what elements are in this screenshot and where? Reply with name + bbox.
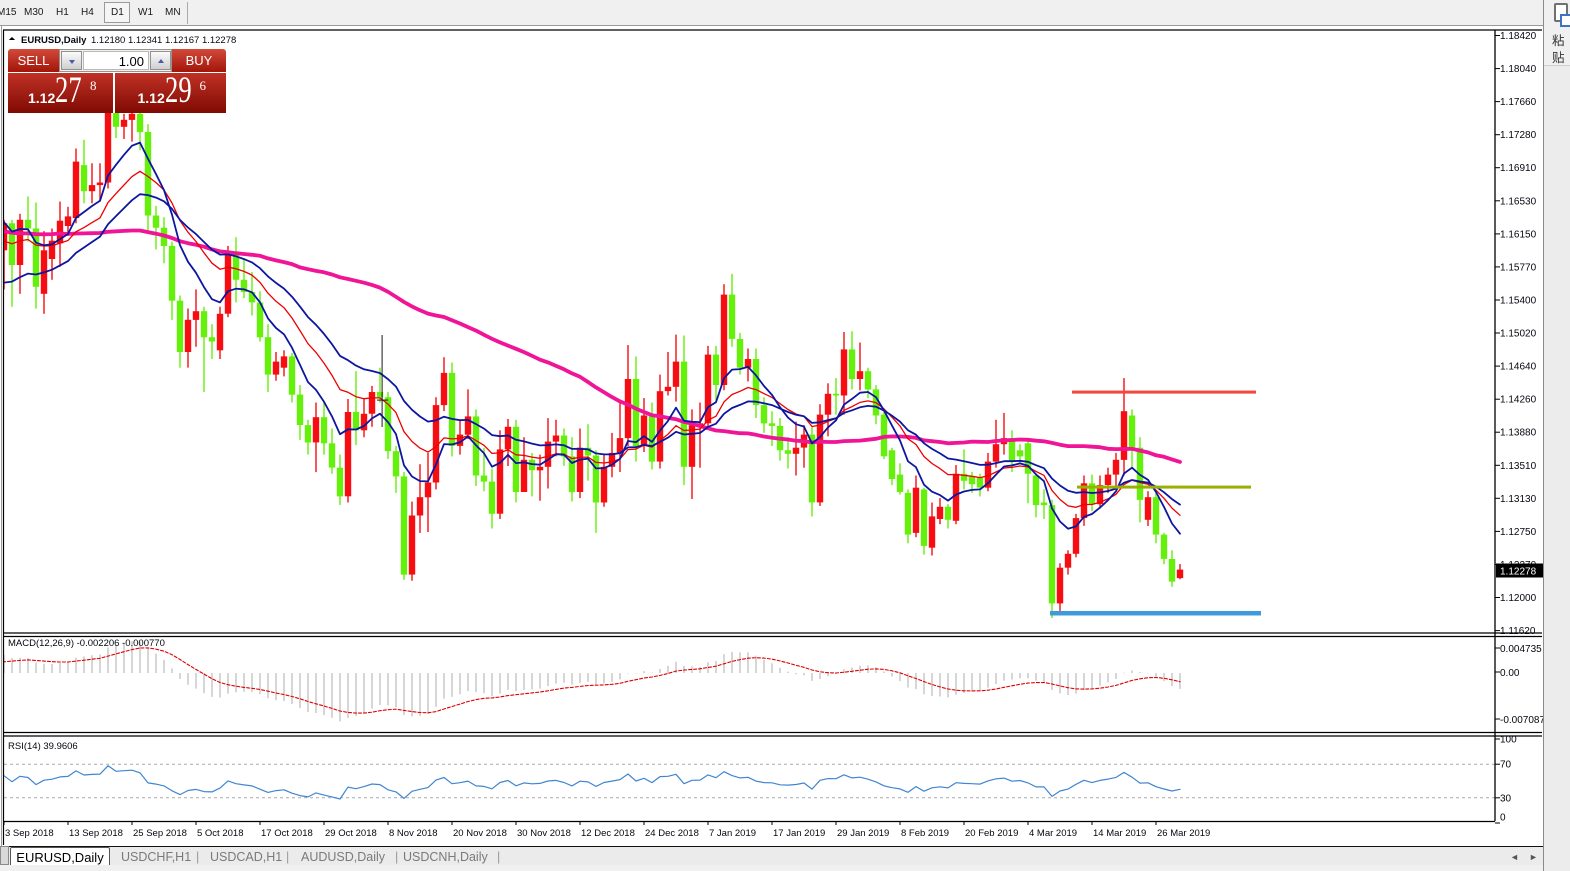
- svg-text:1.18040: 1.18040: [1500, 64, 1537, 75]
- svg-text:0.00: 0.00: [1500, 668, 1520, 679]
- svg-text:8 Nov 2018: 8 Nov 2018: [389, 828, 438, 839]
- svg-text:1.14260: 1.14260: [1500, 395, 1537, 406]
- svg-text:1.16150: 1.16150: [1500, 229, 1537, 240]
- svg-text:14 Mar 2019: 14 Mar 2019: [1093, 828, 1146, 839]
- svg-text:1.11620: 1.11620: [1500, 626, 1536, 637]
- svg-text:1.12000: 1.12000: [1500, 593, 1537, 604]
- svg-text:1.12750: 1.12750: [1500, 527, 1537, 538]
- svg-text:24 Dec 2018: 24 Dec 2018: [645, 828, 699, 839]
- svg-text:17 Jan 2019: 17 Jan 2019: [773, 828, 825, 839]
- svg-text:0: 0: [1500, 813, 1506, 824]
- svg-text:1.12180 1.12341 1.12167 1.1227: 1.12180 1.12341 1.12167 1.12278: [91, 35, 236, 46]
- svg-text:25 Sep 2018: 25 Sep 2018: [133, 828, 187, 839]
- svg-text:1.18420: 1.18420: [1500, 31, 1537, 42]
- svg-text:29 Jan 2019: 29 Jan 2019: [837, 828, 889, 839]
- svg-text:20 Feb 2019: 20 Feb 2019: [965, 828, 1018, 839]
- svg-text:3 Sep 2018: 3 Sep 2018: [5, 828, 54, 839]
- svg-text:1.12278: 1.12278: [1500, 567, 1537, 578]
- svg-text:1.13130: 1.13130: [1500, 494, 1537, 505]
- svg-text:RSI(14) 39.9606: RSI(14) 39.9606: [8, 741, 78, 752]
- svg-text:30 Nov 2018: 30 Nov 2018: [517, 828, 571, 839]
- svg-text:100: 100: [1500, 735, 1517, 746]
- svg-text:-0.007087: -0.007087: [1500, 715, 1545, 726]
- svg-text:13 Sep 2018: 13 Sep 2018: [69, 828, 123, 839]
- svg-text:70: 70: [1500, 760, 1512, 771]
- svg-text:1.17280: 1.17280: [1500, 130, 1537, 141]
- svg-text:1.15770: 1.15770: [1500, 262, 1537, 273]
- svg-text:EURUSD,Daily: EURUSD,Daily: [21, 35, 87, 46]
- svg-text:1.16910: 1.16910: [1500, 163, 1537, 174]
- svg-text:7 Jan 2019: 7 Jan 2019: [709, 828, 756, 839]
- svg-text:1.15400: 1.15400: [1500, 296, 1537, 307]
- svg-text:1.14640: 1.14640: [1500, 362, 1537, 373]
- svg-text:8 Feb 2019: 8 Feb 2019: [901, 828, 949, 839]
- svg-text:20 Nov 2018: 20 Nov 2018: [453, 828, 507, 839]
- svg-text:1.13510: 1.13510: [1500, 461, 1537, 472]
- svg-text:12 Dec 2018: 12 Dec 2018: [581, 828, 635, 839]
- svg-text:1.15020: 1.15020: [1500, 329, 1537, 340]
- svg-text:30: 30: [1500, 793, 1512, 804]
- svg-text:0.004735: 0.004735: [1500, 644, 1542, 655]
- svg-text:4 Mar 2019: 4 Mar 2019: [1029, 828, 1077, 839]
- svg-text:29 Oct 2018: 29 Oct 2018: [325, 828, 377, 839]
- svg-text:1.13880: 1.13880: [1500, 428, 1537, 439]
- svg-text:17 Oct 2018: 17 Oct 2018: [261, 828, 313, 839]
- svg-text:MACD(12,26,9) -0.002206 -0.000: MACD(12,26,9) -0.002206 -0.000770: [8, 638, 165, 649]
- svg-text:26 Mar 2019: 26 Mar 2019: [1157, 828, 1210, 839]
- svg-text:5 Oct 2018: 5 Oct 2018: [197, 828, 243, 839]
- svg-text:1.16530: 1.16530: [1500, 196, 1537, 207]
- svg-text:1.17660: 1.17660: [1500, 97, 1537, 108]
